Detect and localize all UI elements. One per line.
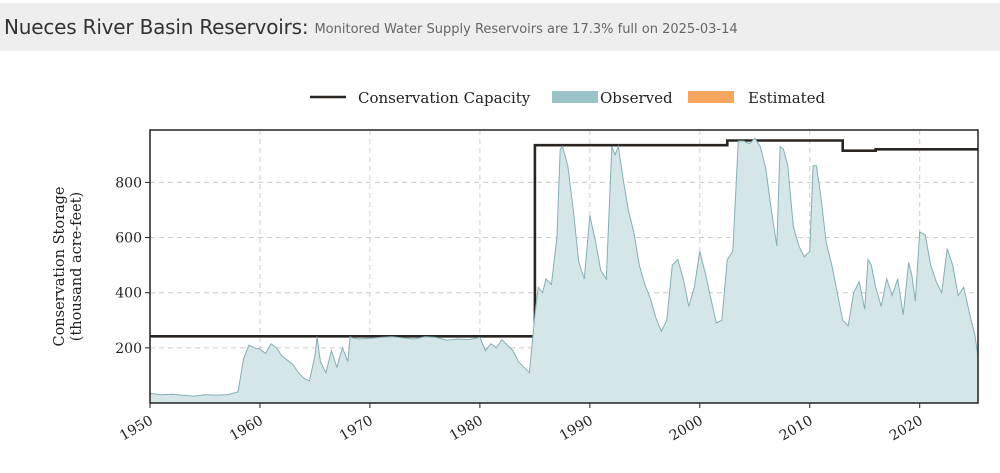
- x-tick-label: 1950: [117, 413, 156, 445]
- plot-series: [150, 137, 978, 403]
- x-tick-label: 2000: [667, 413, 706, 445]
- x-tick-label: 1970: [337, 413, 376, 445]
- x-tick-label: 1980: [447, 413, 486, 445]
- y-axis-label: (thousand acre-feet): [69, 192, 85, 341]
- y-tick-label: 800: [115, 175, 142, 191]
- x-tick-label: 2020: [887, 413, 926, 445]
- legend-item: Estimated: [688, 89, 826, 107]
- y-tick-label: 200: [115, 341, 142, 357]
- capacity-line: [150, 139, 978, 338]
- page-title: Nueces River Basin Reservoirs:: [4, 15, 309, 39]
- x-tick-label: 2010: [777, 413, 816, 445]
- plot-area: [149, 130, 978, 403]
- x-tick-label: 1990: [557, 413, 596, 445]
- chart-legend: Conservation Capacity Observed Estimated: [310, 89, 826, 107]
- legend-item: Observed: [552, 89, 673, 107]
- plot-frame: [149, 129, 979, 404]
- observed-area: [150, 138, 978, 403]
- legend-label: Conservation Capacity: [358, 89, 531, 107]
- legend-swatch-patch: [688, 91, 734, 103]
- x-tick-label: 1960: [227, 413, 266, 445]
- y-tick-label: 600: [115, 231, 142, 247]
- page-subtitle: Monitored Water Supply Reservoirs are 17…: [314, 22, 738, 37]
- page-header: Nueces River Basin Reservoirs: Monitored…: [0, 3, 1000, 51]
- legend-label: Observed: [600, 89, 673, 107]
- observed-line: [150, 137, 978, 397]
- legend-swatch-patch: [552, 91, 598, 103]
- y-tick-label: 400: [115, 286, 142, 302]
- y-axis-label: Conservation Storage: [52, 186, 68, 346]
- legend-label: Estimated: [748, 89, 826, 107]
- legend-item: Conservation Capacity: [310, 89, 531, 107]
